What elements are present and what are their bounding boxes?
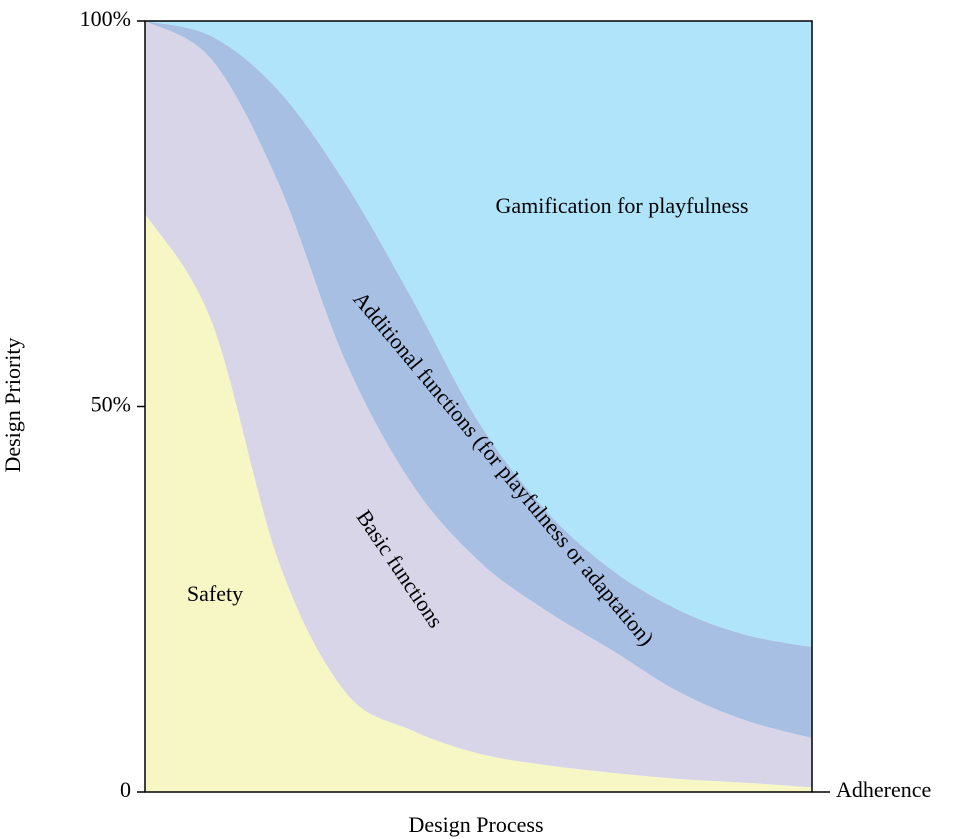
y-tick-label: 100% [80, 6, 131, 31]
area [145, 213, 812, 792]
area [145, 21, 812, 788]
x-axis-end-label: Adherence [836, 777, 931, 802]
y-tick-label: 0 [120, 777, 131, 802]
area [145, 21, 812, 648]
series-label: Gamification for playfulness [496, 193, 749, 218]
y-axis-label: Design Priority [0, 337, 25, 472]
area [145, 21, 812, 739]
series-label: Safety [187, 581, 243, 606]
areas [145, 21, 812, 792]
y-tick-label: 50% [91, 392, 131, 417]
x-axis-label: Design Process [408, 812, 543, 837]
